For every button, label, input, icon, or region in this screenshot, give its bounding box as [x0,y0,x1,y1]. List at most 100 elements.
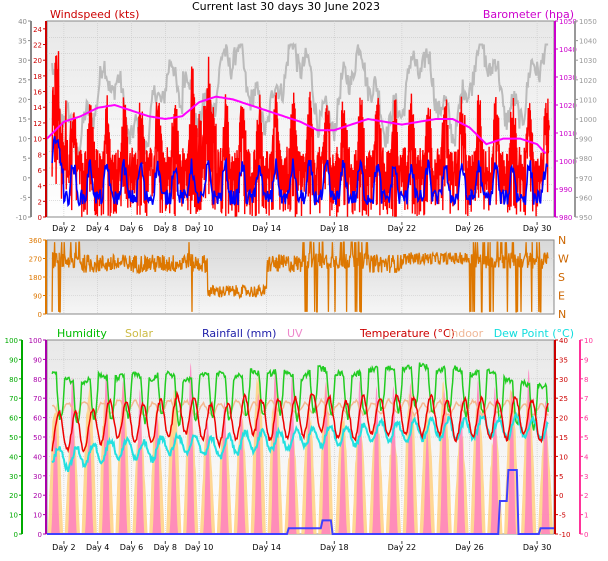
uv-day [524,368,534,534]
windspeed-axis-2-tick-label: 30 [18,57,27,65]
barometer-axis-tick-label: 1050 [559,18,577,26]
temp-x-label: Day 22 [388,543,417,552]
windspeed-axis-tick-label: 12 [33,120,42,128]
barometer-axis-2-tick-label: 1010 [579,96,597,104]
barometer-axis-2-tick-label: 1020 [579,77,597,85]
windspeed-axis-2-tick-label: 40 [18,18,27,26]
wind-direction-axis-tick-label: 360 [29,237,42,245]
barometer-axis-2-tick-label: 990 [579,136,592,144]
humidity-axis-tick-label: 0 [14,531,18,539]
wind-direction-axis-tick-label: 90 [33,293,42,301]
uv-day [405,382,415,534]
solar-axis-tick-label: 20 [33,492,42,500]
barometer-legend: Barometer (hpa) [483,8,574,21]
temp-x-label: Day 4 [86,543,109,552]
uv-axis-tick-label: 1 [584,512,588,520]
temperature-line [51,390,549,454]
solar-axis-tick-label: 90 [33,356,42,364]
compass-label: W [558,253,569,266]
wind-x-label: Day 6 [120,224,143,233]
temperature-axis-tick-label: -5 [559,512,566,520]
windspeed-axis-2-tick-label: 10 [18,136,27,144]
humidity-axis-tick-label: 70 [9,395,18,403]
windspeed-axis-tick-label: 22 [33,42,42,50]
windspeed-axis-tick-label: 14 [33,104,42,112]
temp-x-label: Day 2 [52,543,75,552]
humidity-axis-tick-label: 60 [9,415,18,423]
barometer-axis-2-tick-label: 970 [579,175,592,183]
temp-x-label: Day 10 [185,543,214,552]
barometer-axis-tick-label: 990 [559,186,572,194]
wind-direction-axis-tick-label: 270 [29,256,42,264]
uv-day [304,415,314,534]
uv-day [372,386,382,534]
compass-label: N [558,234,566,247]
temp-x-label: Day 30 [523,543,552,552]
uv-axis-tick-label: 9 [584,356,588,364]
uv-day [490,386,500,534]
humidity-axis-tick-label: 100 [5,337,18,345]
temp-x-label: Day 8 [154,543,177,552]
solar-axis-tick-label: 50 [33,434,42,442]
uv-day [50,418,60,534]
temperature-axis-tick-label: 15 [559,434,568,442]
humidity-legend: Humidity [57,327,107,340]
solar-axis-tick-label: 100 [29,337,42,345]
uv-day [84,423,94,534]
barometer-axis-2-tick-label: 980 [579,155,592,163]
rainfall-legend: Rainfall (mm) [202,327,276,340]
humidity-axis-tick-label: 90 [9,356,18,364]
humidity-axis-tick-label: 30 [9,473,18,481]
wind-direction-series [51,241,549,313]
solar-legend: Solar [125,327,154,340]
wind-x-label: Day 8 [154,224,177,233]
windspeed-line [51,51,550,217]
rainfall-line [47,469,554,535]
solar-axis-tick-label: 80 [33,376,42,384]
wind-x-label: Day 2 [52,224,75,233]
temp-x-label: Day 6 [120,543,143,552]
humidity-axis-tick-label: 50 [9,434,18,442]
temperature-axis-tick-label: 0 [559,492,563,500]
barometer-axis-tick-label: 1020 [559,102,577,110]
uv-axis-tick-label: 7 [584,395,588,403]
temp-x-label: Day 18 [320,543,349,552]
temperature-axis-tick-label: 40 [559,337,568,345]
compass-label: S [558,271,565,284]
wind-x-label: Day 14 [252,224,281,233]
windspeed-axis-tick-label: 2 [38,198,42,206]
dewpoint-legend: Dew Point (°C) [494,327,574,340]
windspeed-axis-2-tick-label: -5 [20,194,27,202]
uv-day [186,362,196,534]
uv-axis-tick-label: 2 [584,492,588,500]
windspeed-axis-2-tick-label: 20 [18,96,27,104]
wind-baro-axes: 024681012141618202224-10-505101520253035… [16,18,597,233]
uv-day [270,368,280,534]
wind-x-label: Day 22 [388,224,417,233]
temperature-axis-tick-label: 30 [559,376,568,384]
barometer-axis-tick-label: 1010 [559,130,577,138]
uv-axis-tick-label: 10 [584,337,593,345]
wind-x-label: Day 30 [523,224,552,233]
temp-x-label: Day 26 [455,543,484,552]
barometer-line [46,95,547,155]
barometer-axis-2-tick-label: 950 [579,214,592,222]
temperature-axis-tick-label: 20 [559,415,568,423]
uv-day [338,427,348,534]
uv-day [152,408,162,534]
barometer-axis-2-tick-label: 1040 [579,38,597,46]
uv-day [118,380,128,534]
uv-day [135,388,145,534]
uv-day [253,392,263,534]
windspeed-axis-tick-label: 10 [33,136,42,144]
barometer-axis-2-tick-label: 960 [579,194,592,202]
uv-axis-tick-label: 8 [584,376,588,384]
uv-day [236,409,246,534]
uv-day [287,376,297,534]
windspeed-axis-tick-label: 16 [33,89,42,97]
solar-axis-tick-label: 70 [33,395,42,403]
humidity-line [51,362,549,431]
windspeed-axis-2-tick-label: 35 [18,38,27,46]
uv-day [541,400,551,534]
